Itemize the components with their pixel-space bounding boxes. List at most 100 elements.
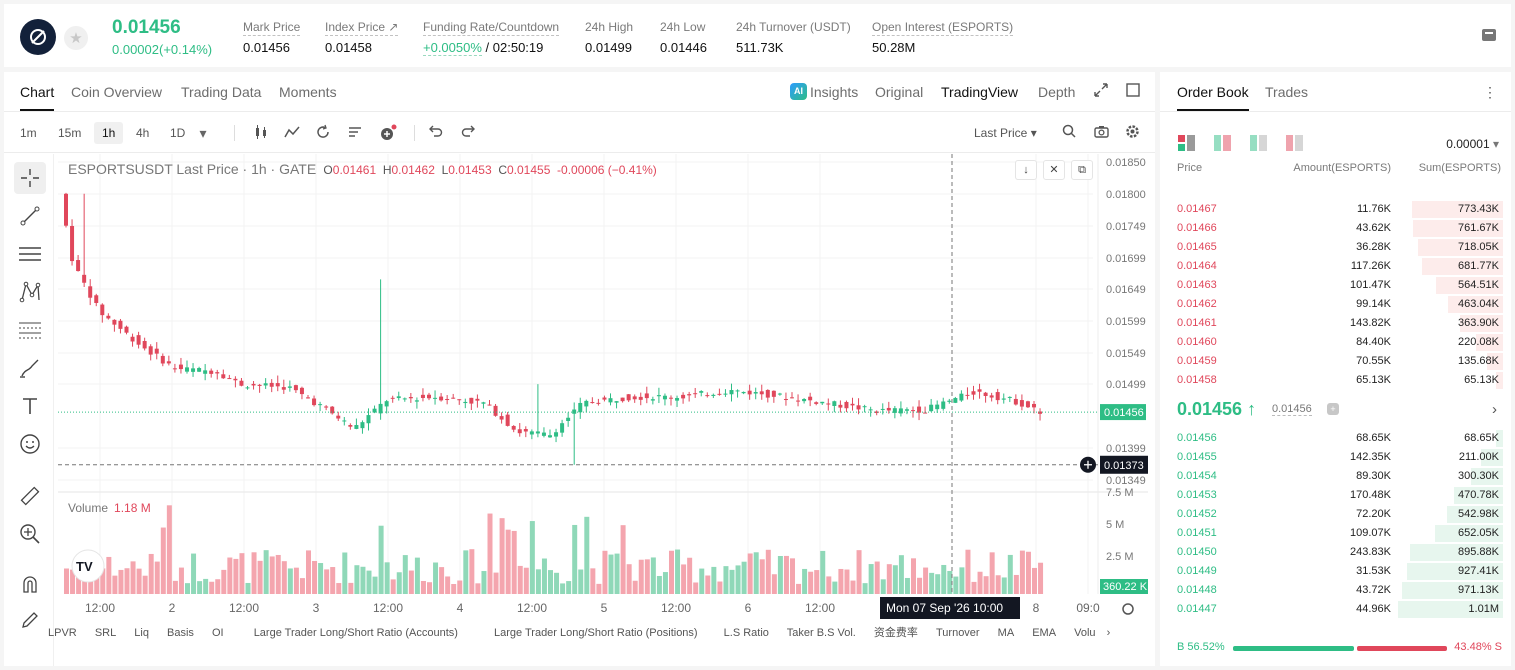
chevron-right-icon[interactable]: › <box>1106 627 1111 639</box>
stat-label[interactable]: Mark Price <box>243 20 301 36</box>
view-bids-icon[interactable] <box>1250 135 1267 156</box>
expand-icon[interactable] <box>1092 83 1110 101</box>
indicator-funding[interactable]: 资金费率 <box>873 627 918 639</box>
ruler-icon[interactable] <box>14 480 46 512</box>
precision-select[interactable]: 0.00001 ▾ <box>1446 137 1499 151</box>
indicator-liq[interactable]: Liq <box>134 627 149 639</box>
settings-gear-icon[interactable] <box>1123 124 1141 142</box>
tab-trading-data[interactable]: Trading Data <box>181 84 262 100</box>
undo-icon[interactable] <box>427 124 445 142</box>
pattern-icon[interactable] <box>14 276 46 308</box>
indicators-icon[interactable] <box>283 124 301 142</box>
depth-bar <box>1410 544 1503 561</box>
volume-bar <box>886 564 892 594</box>
chart-canvas[interactable]: 0.01850 0.01800 0.01749 0.01699 0.01649 0.015… <box>58 154 1148 666</box>
horizontal-lines-icon[interactable] <box>14 238 46 270</box>
bid-row[interactable]: 0.01455 142.35K 211.00K <box>1160 448 1511 467</box>
timeframe-dropdown-icon[interactable]: ▾ <box>199 125 207 141</box>
magnet-icon[interactable] <box>14 568 46 600</box>
tab-order-book[interactable]: Order Book <box>1177 84 1249 111</box>
tab-moments[interactable]: Moments <box>279 84 337 100</box>
indicator-volume[interactable]: Volu <box>1074 627 1096 639</box>
text-tool-icon[interactable] <box>14 390 46 422</box>
view-depth[interactable]: Depth <box>1038 84 1076 100</box>
indicator-ma[interactable]: MA <box>997 627 1015 639</box>
trend-line-icon[interactable] <box>14 200 46 232</box>
indicator-oi[interactable]: OI <box>212 627 224 639</box>
ask-row[interactable]: 0.01458 65.13K 65.13K <box>1160 371 1511 390</box>
bid-row[interactable]: 0.01447 44.96K 1.01M <box>1160 600 1511 619</box>
templates-icon[interactable] <box>346 124 364 142</box>
maximize-pane-icon[interactable]: ⧉ <box>1071 160 1093 180</box>
view-split-icon[interactable] <box>1214 135 1231 156</box>
redo-icon[interactable] <box>459 124 477 142</box>
timeframe-4h[interactable]: 4h <box>136 126 150 140</box>
chevron-right-icon[interactable]: › <box>1492 401 1497 418</box>
crosshair-icon[interactable] <box>14 162 46 194</box>
zoom-in-icon[interactable] <box>14 518 46 550</box>
ask-row[interactable]: 0.01461 143.82K 363.90K <box>1160 314 1511 333</box>
book-icon[interactable] <box>1481 28 1497 42</box>
ask-row[interactable]: 0.01466 43.62K 761.67K <box>1160 219 1511 238</box>
search-icon[interactable] <box>1060 124 1078 142</box>
view-insights[interactable]: Insights <box>810 84 859 100</box>
funding-rate-value[interactable]: +0.0050% <box>423 40 482 56</box>
bid-row[interactable]: 0.01456 68.65K 68.65K <box>1160 429 1511 448</box>
tab-chart[interactable]: Chart <box>20 84 55 111</box>
compare-icon[interactable] <box>314 124 332 142</box>
timeframe-1d[interactable]: 1D <box>170 126 186 140</box>
ask-row[interactable]: 0.01467 11.76K 773.43K <box>1160 200 1511 219</box>
indicator-basis[interactable]: Basis <box>167 627 194 639</box>
bid-row[interactable]: 0.01450 243.83K 895.88K <box>1160 543 1511 562</box>
view-original[interactable]: Original <box>875 84 924 100</box>
fib-retracement-icon[interactable] <box>14 314 46 346</box>
stat-label[interactable]: Index Price ↗ <box>325 20 399 36</box>
indicator-ls-positions[interactable]: Large Trader Long/Short Ratio (Positions… <box>493 627 698 639</box>
collapse-icon[interactable]: ✕ <box>1043 160 1065 180</box>
bid-row[interactable]: 0.01448 43.72K 971.13K <box>1160 581 1511 600</box>
indicator-lpvr[interactable]: LPVR <box>48 627 77 639</box>
indicator-turnover[interactable]: Turnover <box>935 627 980 639</box>
candle-type-icon[interactable] <box>252 124 270 142</box>
ask-row[interactable]: 0.01460 84.40K 220.08K <box>1160 333 1511 352</box>
brush-icon[interactable] <box>14 352 46 384</box>
timeframe-1h[interactable]: 1h <box>94 122 124 144</box>
stat-label[interactable]: Open Interest (ESPORTS) <box>872 20 1014 36</box>
ask-row[interactable]: 0.01464 117.26K 681.77K <box>1160 257 1511 276</box>
indicator-srl[interactable]: SRL <box>94 627 117 639</box>
tab-trades[interactable]: Trades <box>1265 84 1309 100</box>
sum-cell: 773.43K <box>1458 203 1499 215</box>
timeframe-1m[interactable]: 1m <box>20 126 37 140</box>
candle-body <box>620 397 625 402</box>
add-alert-icon[interactable] <box>379 124 397 142</box>
timeframe-15m[interactable]: 15m <box>58 126 82 140</box>
ask-row[interactable]: 0.01462 99.14K 463.04K <box>1160 295 1511 314</box>
bid-row[interactable]: 0.01453 170.48K 470.78K <box>1160 486 1511 505</box>
bid-row[interactable]: 0.01452 72.20K 542.98K <box>1160 505 1511 524</box>
indicator-ema[interactable]: EMA <box>1032 627 1057 639</box>
emoji-icon[interactable] <box>14 428 46 460</box>
view-asks-icon[interactable] <box>1286 135 1303 156</box>
bid-row[interactable]: 0.01451 109.07K 652.05K <box>1160 524 1511 543</box>
ask-row[interactable]: 0.01459 70.55K 135.68K <box>1160 352 1511 371</box>
indicator-ls-accounts[interactable]: Large Trader Long/Short Ratio (Accounts) <box>253 627 458 639</box>
camera-icon[interactable] <box>1092 124 1110 142</box>
bid-row[interactable]: 0.01449 31.53K 927.41K <box>1160 562 1511 581</box>
pencil-lock-icon[interactable] <box>14 604 46 636</box>
ask-row[interactable]: 0.01463 101.47K 564.51K <box>1160 276 1511 295</box>
favorite-star-icon[interactable]: ★ <box>64 26 88 50</box>
bid-row[interactable]: 0.01454 89.30K 300.30K <box>1160 467 1511 486</box>
window-icon[interactable] <box>1124 83 1142 101</box>
view-both-icon[interactable] <box>1178 135 1195 156</box>
price-chart[interactable]: 0.01850 0.01800 0.01749 0.01699 0.01649 0.015… <box>58 154 1148 666</box>
view-tradingview[interactable]: TradingView <box>941 84 1019 100</box>
ask-row[interactable]: 0.01465 36.28K 718.05K <box>1160 238 1511 257</box>
candle-body <box>142 341 147 349</box>
indicator-ls-ratio[interactable]: L.S Ratio <box>723 627 769 639</box>
stat-label[interactable]: Funding Rate/Countdown <box>423 20 560 36</box>
price-source-select[interactable]: Last Price ▾ <box>974 126 1037 140</box>
indicator-taker-vol[interactable]: Taker B.S Vol. <box>786 627 856 639</box>
tab-coin-overview[interactable]: Coin Overview <box>71 84 163 100</box>
more-options-icon[interactable]: ⋮ <box>1483 84 1497 100</box>
scroll-down-icon[interactable]: ↓ <box>1015 160 1037 180</box>
